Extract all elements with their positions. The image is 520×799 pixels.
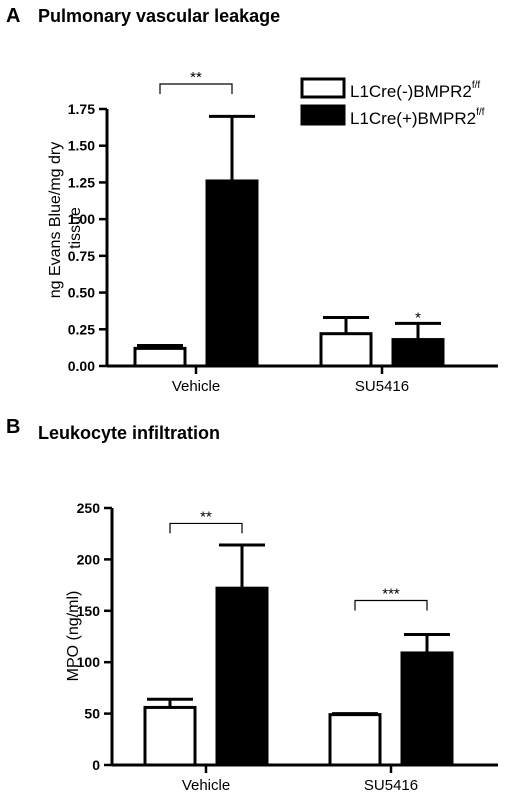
panel-a-letter: A <box>6 5 20 27</box>
significance-label: * <box>415 309 421 326</box>
significance-bracket <box>354 599 428 611</box>
y-tick-label: 0.25 <box>68 321 95 337</box>
bar-cre-negative-su5416 <box>319 332 373 368</box>
y-tick-label: 0.50 <box>68 285 95 301</box>
y-tick-label: 50 <box>84 706 100 722</box>
y-tick-label: 150 <box>77 603 101 619</box>
panel-a-title: Pulmonary vascular leakage <box>38 6 280 26</box>
panel-b-title: Leukocyte infiltration <box>38 423 220 443</box>
legend-label-series-1: L1Cre(-)BMPR2f/f <box>350 80 480 101</box>
significance-label: ** <box>200 508 212 525</box>
legend-name-series-2: L1Cre(+)BMPR2 <box>350 109 476 128</box>
y-tick-label: 1.50 <box>68 138 95 154</box>
bar-cre-positive-su5416 <box>391 338 445 368</box>
bar-cre-negative-su5416 <box>328 713 382 767</box>
y-tick-label: 1.25 <box>68 174 95 190</box>
legend-name-series-1: L1Cre(-)BMPR2 <box>350 82 472 101</box>
significance-label: *** <box>382 586 400 603</box>
panel-a-ylabel-line-1: ng Evans Blue/mg dry <box>47 142 64 299</box>
legend-sup-series-2: f/f <box>476 107 485 118</box>
y-tick-label: 0.75 <box>68 248 95 264</box>
bar-cre-positive-vehicle <box>205 179 259 368</box>
panel-b: B Leukocyte infiltration MPO (ng/ml) 0 50… <box>6 416 498 794</box>
panel-a: A Pulmonary vascular leakage ng Evans Bl… <box>6 5 498 395</box>
x-category-label: SU5416 <box>355 378 409 395</box>
legend-sup-series-1: f/f <box>472 80 481 91</box>
y-tick-label: 200 <box>77 551 101 567</box>
bar-cre-negative-vehicle <box>133 346 187 368</box>
y-tick-label: 100 <box>77 654 101 670</box>
significance-label: ** <box>190 69 202 86</box>
panel-a-ylabel-line-2: tissue <box>67 207 84 249</box>
legend: L1Cre(-)BMPR2f/f L1Cre(+)BMPR2f/f <box>300 77 485 128</box>
y-tick-label: 1.00 <box>68 211 95 227</box>
significance-bracket <box>169 522 243 534</box>
x-category-label: Vehicle <box>172 378 220 395</box>
legend-swatch-series-2 <box>300 104 346 126</box>
x-category-label: Vehicle <box>182 777 230 794</box>
bar-cre-positive-vehicle <box>215 586 269 767</box>
bar-cre-positive-su5416 <box>400 651 454 767</box>
significance-bracket <box>159 83 233 95</box>
x-category-label: SU5416 <box>364 777 418 794</box>
legend-swatch-series-1 <box>300 77 346 99</box>
y-tick-label: 1.75 <box>68 101 95 117</box>
legend-label-series-2: L1Cre(+)BMPR2f/f <box>350 107 485 128</box>
panel-b-ylabel: MPO (ng/ml) <box>65 591 82 682</box>
y-tick-label: 250 <box>77 500 101 516</box>
y-tick-label: 0.00 <box>68 358 95 374</box>
panel-a-plot: 0.00 0.25 0.50 0.75 1.00 1.25 1.50 1.75 Vehicle S… <box>68 69 498 395</box>
panel-b-letter: B <box>6 416 20 438</box>
y-tick-label: 0 <box>92 757 100 773</box>
bar-cre-negative-vehicle <box>143 705 197 767</box>
